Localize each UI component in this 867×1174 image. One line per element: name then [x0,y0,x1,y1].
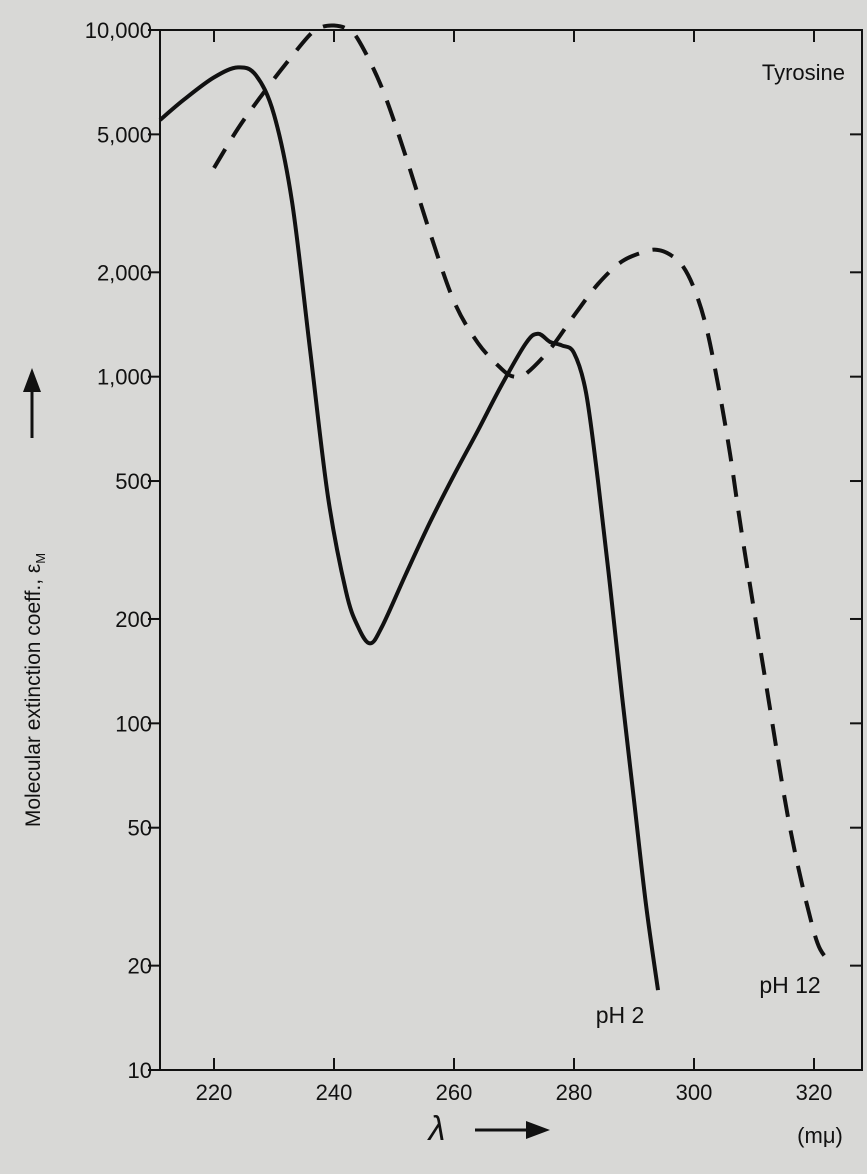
y-tick-label: 10,000 [85,18,152,43]
y-tick-label: 100 [115,711,152,736]
x-tick-label: 280 [556,1080,593,1105]
axis-tick-labels: 220 240 260 280 300 320 10 20 50 100 200 500 1,000 2,… [85,18,833,1105]
x-tick-label: 220 [196,1080,233,1105]
y-tick-label: 10 [128,1058,152,1083]
x-axis-unit: (mμ) [797,1123,843,1148]
y-tick-label: 1,000 [97,365,152,390]
series-line-ph2 [158,65,660,991]
chart-title: Tyrosine [762,60,845,85]
y-tick-label: 5,000 [97,122,152,147]
y-axis-label-main: Molecular extinction coeff., ε [22,564,45,827]
y-tick-label: 50 [128,816,152,841]
y-tick-label: 20 [128,954,152,979]
series-label-ph2: pH 2 [596,1002,645,1028]
axis-ticks [148,29,862,1071]
plot-frame [159,29,863,1071]
y-tick-label: 2,000 [97,260,152,285]
x-tick-label: 240 [316,1080,353,1105]
x-axis-arrow [475,1121,550,1139]
x-tick-label: 300 [676,1080,713,1105]
y-tick-label: 500 [115,469,152,494]
y-axis-arrow [23,368,41,438]
y-axis-label-subscript: M [33,553,48,564]
y-axis-label: Molecular extinction coeff., εM [22,553,48,827]
series-line-ph12 [212,23,828,960]
x-axis-label: λ [427,1110,446,1148]
series-layer [158,23,828,991]
x-tick-label: 260 [436,1080,473,1105]
y-tick-label: 200 [115,607,152,632]
x-tick-label: 320 [796,1080,833,1105]
series-label-ph12: pH 12 [759,972,820,998]
